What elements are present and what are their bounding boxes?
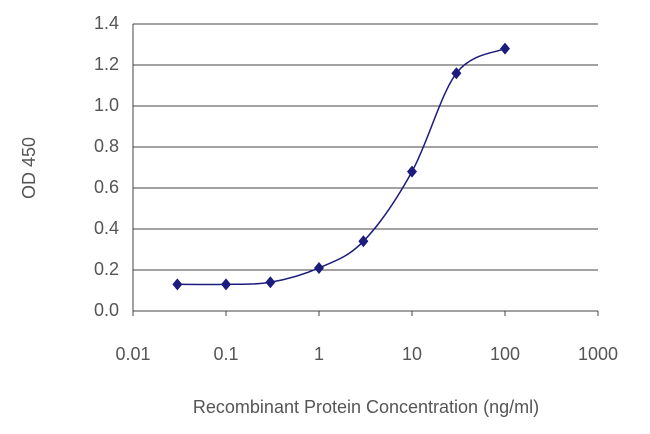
- data-point: [407, 165, 417, 178]
- y-axis-label: OD 450: [19, 137, 39, 199]
- data-point: [314, 261, 324, 274]
- x-axis-label: Recombinant Protein Concentration (ng/ml…: [193, 397, 539, 417]
- data-point: [451, 67, 462, 80]
- data-point: [358, 235, 369, 248]
- y-tick-label: 0.2: [94, 259, 119, 279]
- x-tick-label: 10: [402, 344, 422, 364]
- data-point: [500, 42, 510, 55]
- y-tick-label: 0.0: [94, 300, 119, 320]
- y-tick-label: 1.2: [94, 54, 119, 74]
- y-tick-label: 0.8: [94, 136, 119, 156]
- data-point: [265, 276, 276, 289]
- x-tick-label: 1000: [578, 344, 618, 364]
- series-line: [177, 47, 506, 286]
- y-tick-label: 0.4: [94, 218, 119, 238]
- x-tick-label: 0.01: [115, 344, 150, 364]
- data-point: [172, 278, 183, 291]
- x-tick-label: 100: [490, 344, 520, 364]
- x-tick-label: 0.1: [213, 344, 238, 364]
- x-tick-label: 1: [314, 344, 324, 364]
- y-tick-label: 1.0: [94, 95, 119, 115]
- y-tick-label: 1.4: [94, 13, 119, 33]
- y-tick-label: 0.6: [94, 177, 119, 197]
- data-point: [221, 278, 231, 291]
